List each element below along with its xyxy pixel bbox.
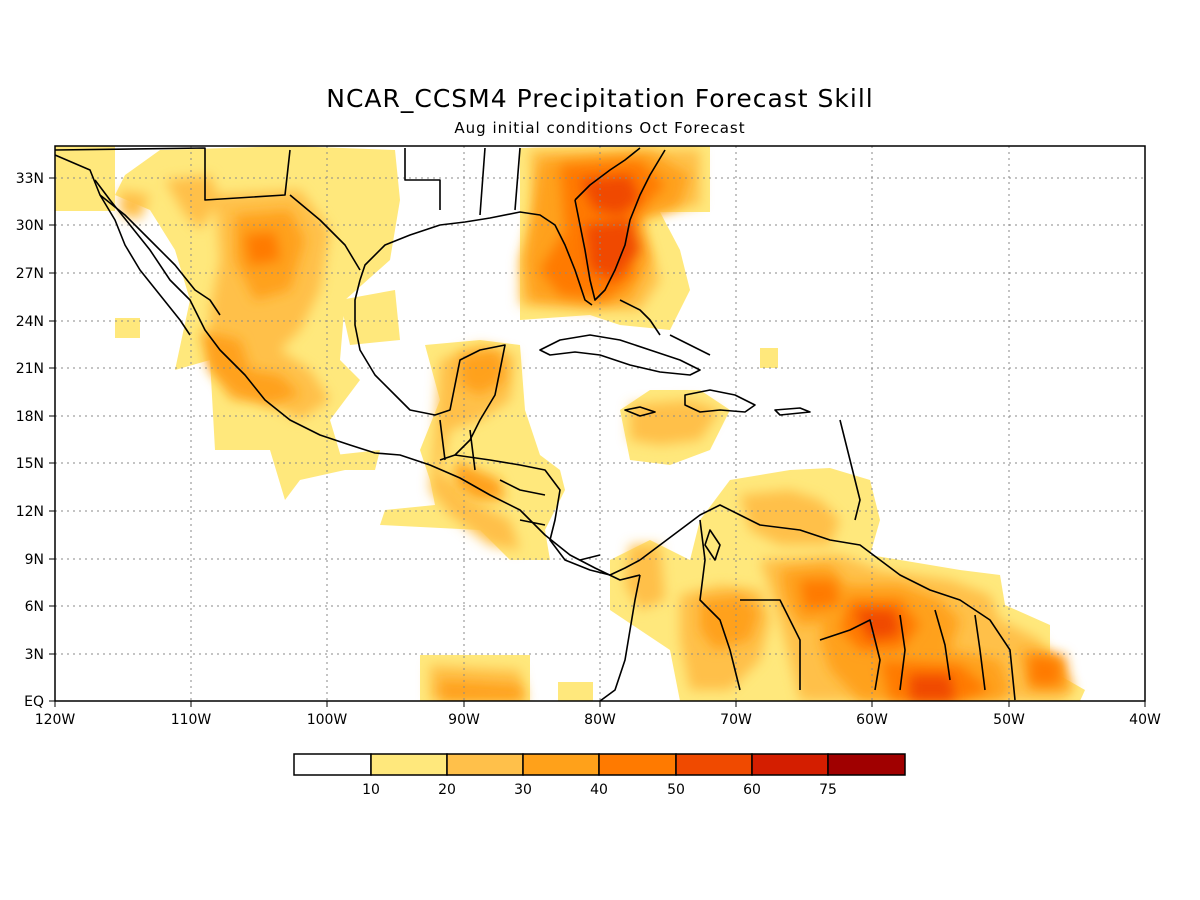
- x-tick-label: 60W: [856, 712, 888, 728]
- color-bar-label: 30: [514, 782, 532, 798]
- y-tick-label: 27N: [16, 266, 44, 282]
- color-bar-label: 60: [743, 782, 761, 798]
- y-tick-label: 6N: [25, 599, 44, 615]
- y-tick-label: 21N: [16, 361, 44, 377]
- y-axis-labels: EQ 3N 6N 9N 12N 15N 18N 21N 24N 27N 30N …: [16, 171, 44, 710]
- color-bar-box: [675, 753, 753, 776]
- color-bar-label: 75: [819, 782, 837, 798]
- coastlines: [55, 147, 1016, 701]
- color-bar-box: [522, 753, 600, 776]
- y-tick-label: 15N: [16, 456, 44, 472]
- x-tick-label: 90W: [448, 712, 480, 728]
- color-bar-box: [370, 753, 448, 776]
- y-tick-label: 12N: [16, 504, 44, 520]
- skill-shading: [55, 146, 1085, 701]
- x-tick-label: 50W: [993, 712, 1025, 728]
- x-tick-label: 120W: [35, 712, 76, 728]
- color-bar-box: [293, 753, 372, 776]
- color-bar-label: 40: [590, 782, 608, 798]
- x-tick-label: 70W: [720, 712, 752, 728]
- tick-marks: [49, 177, 1146, 707]
- color-bar-label: 10: [362, 782, 380, 798]
- color-bar: [293, 753, 906, 776]
- y-tick-label: EQ: [24, 694, 44, 710]
- color-bar-box: [751, 753, 829, 776]
- y-tick-label: 3N: [25, 647, 44, 663]
- y-tick-label: 33N: [16, 171, 44, 187]
- grid-lines: [55, 146, 1145, 701]
- y-tick-label: 30N: [16, 218, 44, 234]
- page-title: NCAR_CCSM4 Precipitation Forecast Skill: [326, 84, 874, 113]
- x-tick-label: 80W: [584, 712, 616, 728]
- color-bar-labels: 10 20 30 40 50 60 75: [362, 782, 837, 798]
- color-bar-box: [598, 753, 677, 776]
- color-bar-label: 50: [667, 782, 685, 798]
- x-tick-label: 40W: [1129, 712, 1161, 728]
- color-bar-box: [446, 753, 524, 776]
- color-bar-label: 20: [438, 782, 456, 798]
- y-tick-label: 24N: [16, 314, 44, 330]
- x-axis-labels: 120W 110W 100W 90W 80W 70W 60W 50W 40W: [35, 712, 1161, 728]
- y-tick-label: 9N: [25, 552, 44, 568]
- x-tick-label: 100W: [307, 712, 348, 728]
- page-subtitle: Aug initial conditions Oct Forecast: [454, 119, 746, 137]
- y-tick-label: 18N: [16, 409, 44, 425]
- x-tick-label: 110W: [171, 712, 212, 728]
- color-bar-box: [827, 753, 906, 776]
